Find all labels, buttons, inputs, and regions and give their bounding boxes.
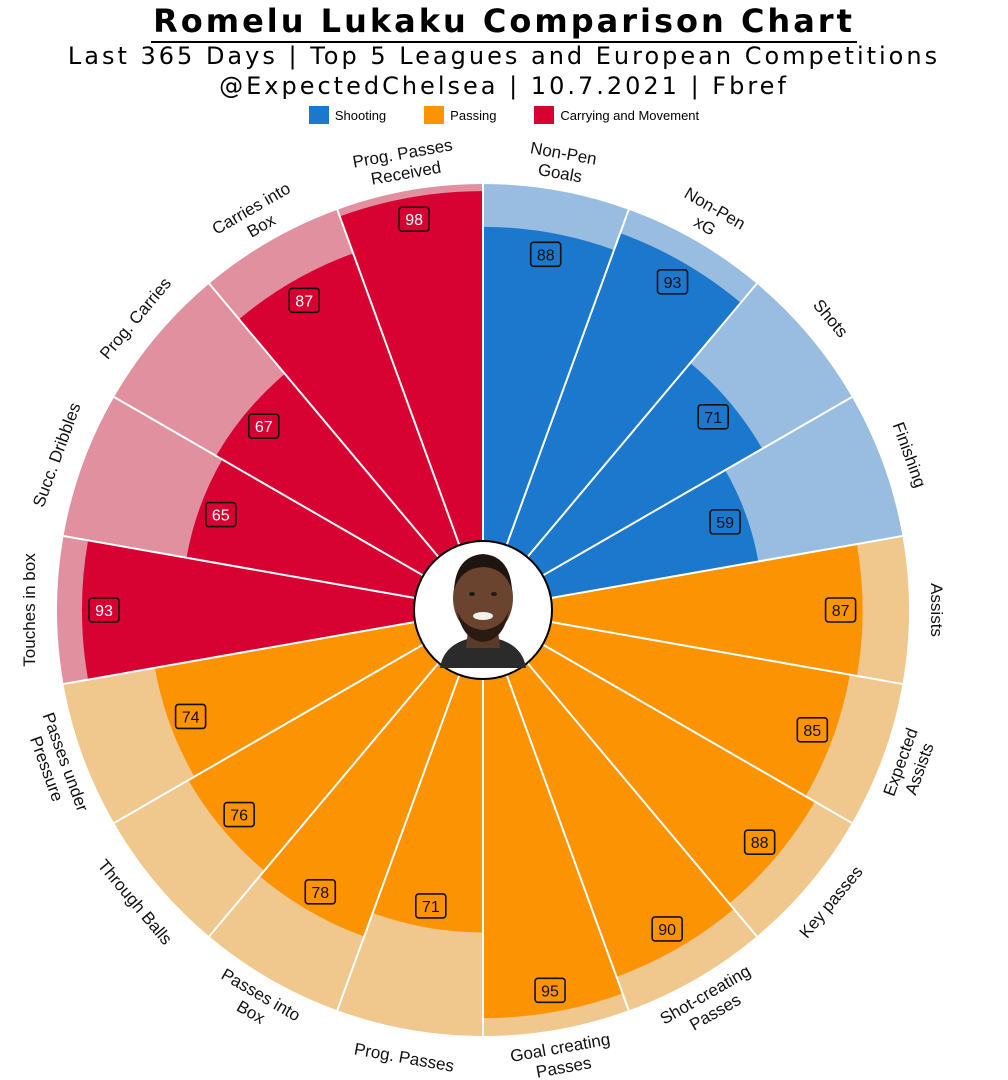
chart-subtitle-source: @ExpectedChelsea | 10.7.2021 | Fbref xyxy=(219,72,789,100)
center-portrait xyxy=(413,540,553,680)
legend-item-passing: Passing xyxy=(424,106,496,124)
bar-succ-dribbles xyxy=(186,459,424,599)
value-box-shots xyxy=(697,404,729,430)
chart-title: Romelu Lukaku Comparison Chart xyxy=(0,2,1008,43)
separator-line xyxy=(63,535,416,600)
separator-line xyxy=(505,209,630,546)
category-label-non-pen-goals: Non-PenGoals xyxy=(525,138,598,188)
value-box-through-balls xyxy=(223,801,255,828)
bar-key-passes xyxy=(527,644,815,904)
chart-subtitle-period: Last 365 Days | Top 5 Leagues and Europe… xyxy=(67,42,941,70)
value-label-carries-into-box: 87 xyxy=(295,293,313,310)
value-box-finishing xyxy=(709,509,741,535)
chart-title-text: Romelu Lukaku Comparison Chart xyxy=(151,2,857,43)
value-box-passes-into-box xyxy=(304,879,337,905)
legend: Shooting Passing Carrying and Movement xyxy=(0,106,1008,124)
sector-separators xyxy=(63,184,903,1036)
separator-line xyxy=(526,662,758,937)
value-label-passes-into-box: 78 xyxy=(311,885,329,902)
value-box-passes-under-pressure xyxy=(174,703,207,730)
value-label-non-pen-xg: 93 xyxy=(664,275,682,292)
value-labels: 88 93 71 59 87 85 88 90 95 71 78 76 74 93 65 67 87 98 xyxy=(88,206,857,1004)
value-label-prog-carries: 67 xyxy=(255,419,273,436)
bar-passes-into-box xyxy=(259,662,460,937)
category-label-prog-passes: Prog. Passes xyxy=(353,1039,456,1075)
value-label-touches-in-box: 93 xyxy=(95,603,113,620)
value-box-non-pen-xg xyxy=(656,268,689,295)
bar-goal-creating-passes xyxy=(483,674,623,1019)
legend-label-carrying: Carrying and Movement xyxy=(560,107,700,123)
separator-line xyxy=(113,643,424,824)
category-label-finishing: Finishing xyxy=(889,420,930,490)
bar-assists xyxy=(550,544,863,676)
category-label-shots: Shots xyxy=(809,296,852,342)
value-label-key-passes: 88 xyxy=(751,835,769,852)
value-label-succ-dribbles: 65 xyxy=(212,508,230,525)
category-label-prog-passes-received: Prog. PassesReceived xyxy=(351,135,457,191)
value-label-prog-passes: 71 xyxy=(422,899,440,916)
value-box-assists xyxy=(824,597,857,623)
legend-item-shooting: Shooting xyxy=(308,106,387,124)
bar-passes-under-pressure xyxy=(154,621,424,777)
legend-swatch-shooting xyxy=(308,106,329,124)
value-label-goal-creating-passes: 95 xyxy=(541,983,559,1000)
bar-non-pen-xg xyxy=(506,233,741,558)
value-label-assists: 87 xyxy=(832,603,850,620)
bar-prog-passes-received xyxy=(339,191,483,546)
value-label-non-pen-goals: 88 xyxy=(537,247,555,264)
separator-line xyxy=(113,396,424,577)
value-label-passes-under-pressure: 74 xyxy=(182,709,200,726)
value-box-non-pen-goals xyxy=(529,241,562,268)
separator-line xyxy=(336,674,461,1011)
legend-swatch-passing xyxy=(424,106,445,124)
separator-line xyxy=(63,620,416,685)
value-box-goal-creating-passes xyxy=(534,977,566,1004)
separator-line xyxy=(336,209,461,546)
separator-line xyxy=(208,662,440,937)
value-label-through-balls: 76 xyxy=(230,808,248,825)
value-box-shot-creating-passes xyxy=(651,916,683,942)
value-box-carries-into-box xyxy=(288,287,321,314)
separator-line xyxy=(208,283,440,558)
value-label-prog-passes-received: 98 xyxy=(405,212,423,229)
bar-carries-into-box xyxy=(239,253,460,558)
category-label-touches-in-box: Touches in box xyxy=(20,553,39,667)
player-photo-icon xyxy=(440,554,526,668)
bar-finishing xyxy=(542,470,759,599)
value-box-prog-passes-received xyxy=(398,206,430,232)
value-box-key-passes xyxy=(743,829,776,855)
value-label-finishing: 59 xyxy=(716,515,734,532)
separator-line xyxy=(542,396,853,577)
bar-shot-creating-passes xyxy=(506,662,734,977)
legend-swatch-carrying xyxy=(534,106,555,124)
bar-touches-in-box xyxy=(81,540,416,680)
separator-line xyxy=(542,643,853,824)
value-box-prog-carries xyxy=(247,413,280,439)
value-box-touches-in-box xyxy=(88,597,120,623)
value-box-succ-dribbles xyxy=(204,501,237,528)
bar-prog-passes xyxy=(372,674,483,933)
bar-expected-assists xyxy=(542,621,850,797)
legend-label-shooting: Shooting xyxy=(334,107,387,123)
value-box-expected-assists xyxy=(796,717,829,743)
separator-line xyxy=(505,674,630,1011)
value-label-shots: 71 xyxy=(704,410,722,427)
value-sectors xyxy=(81,191,863,1019)
legend-label-passing: Passing xyxy=(450,107,497,123)
legend-item-carrying: Carrying and Movement xyxy=(534,106,699,124)
separator-line xyxy=(550,535,903,600)
value-label-expected-assists: 85 xyxy=(803,723,821,740)
value-box-prog-passes xyxy=(415,893,447,919)
category-label-goal-creating-passes: Goal creatingPasses xyxy=(509,1030,615,1080)
value-label-shot-creating-passes: 90 xyxy=(658,922,676,939)
bar-non-pen-goals xyxy=(483,226,615,546)
category-label-assists: Assists xyxy=(927,583,946,637)
separator-line xyxy=(550,620,903,685)
separator-line xyxy=(526,283,758,558)
